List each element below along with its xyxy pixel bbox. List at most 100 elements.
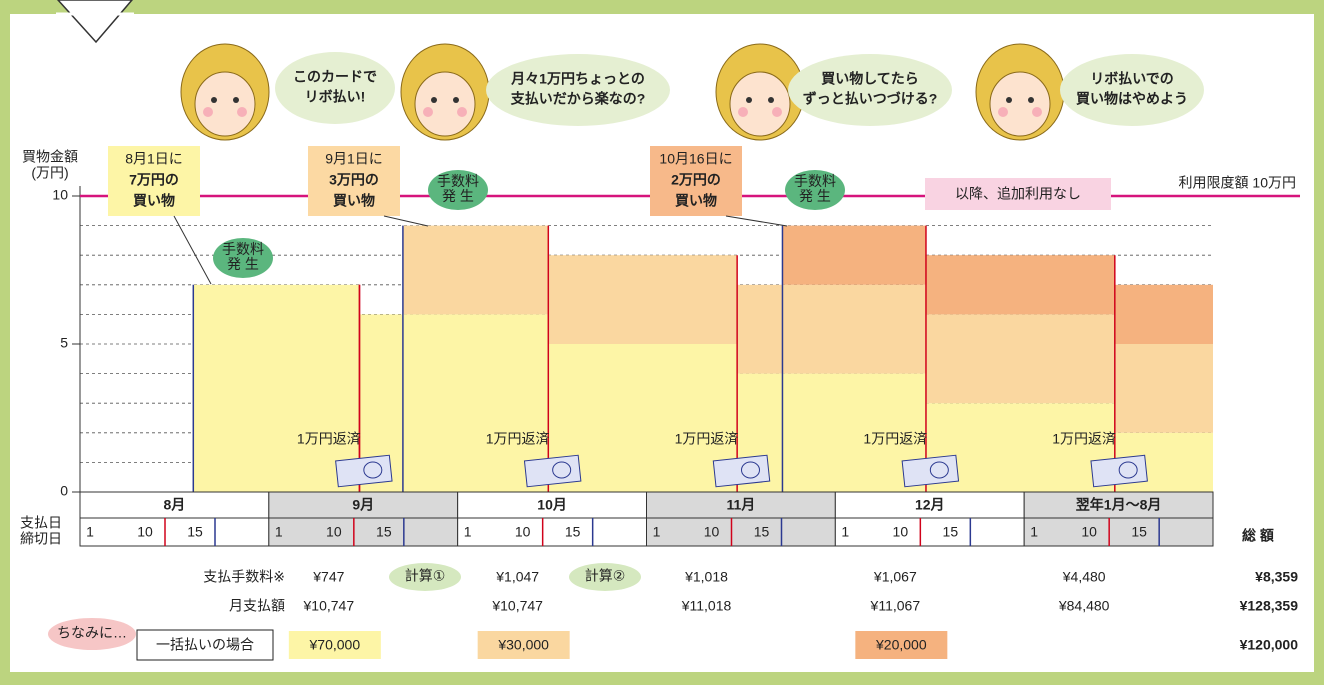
- day-cell: [1024, 518, 1213, 546]
- cheek: [203, 107, 213, 117]
- step-segment: [548, 255, 737, 344]
- fee-text: 発 生: [442, 188, 474, 204]
- month-label: 翌年1月〜8月: [1076, 497, 1162, 513]
- monthly-value: ¥10,747: [491, 598, 543, 614]
- fee-value: ¥1,047: [495, 569, 539, 585]
- speech-text: ずっと払いつづける?: [803, 91, 938, 107]
- fee-text: 手数料: [794, 173, 836, 189]
- eye: [746, 97, 752, 103]
- calc-label: 計算①: [405, 568, 446, 584]
- step-segment: [782, 226, 926, 285]
- month-label: 12月: [915, 497, 945, 513]
- payment-day-label: 支払日: [20, 515, 62, 531]
- purchase-text: 9月1日に: [325, 151, 383, 167]
- repayment-label: 1万円返済: [675, 431, 739, 447]
- cheek: [772, 107, 782, 117]
- cheek: [423, 107, 433, 117]
- cheek: [457, 107, 467, 117]
- day-label: 10: [704, 524, 720, 540]
- day-label: 15: [754, 524, 770, 540]
- lump-label: 一括払いの場合: [156, 637, 254, 653]
- eye: [768, 97, 774, 103]
- day-label: 1: [653, 524, 661, 540]
- eye: [211, 97, 217, 103]
- cheek: [237, 107, 247, 117]
- month-label: 9月: [352, 497, 374, 513]
- fee-label: 支払手数料※: [203, 569, 285, 585]
- purchase-text: 買い物: [133, 193, 175, 209]
- eye: [1006, 97, 1012, 103]
- purchase-text: 買い物: [333, 193, 375, 209]
- day-label: 1: [1030, 524, 1038, 540]
- speech-text: 買い物してたら: [821, 71, 919, 87]
- monthly-value: ¥11,018: [681, 598, 732, 614]
- monthly-label: 月支払額: [229, 598, 285, 614]
- speech-text: 支払いだから楽なの?: [510, 91, 646, 107]
- step-segment: [926, 255, 1115, 314]
- y-axis-label: 買物金額: [22, 149, 78, 165]
- month-label: 11月: [727, 497, 756, 513]
- fee-text: 手数料: [437, 173, 479, 189]
- fee-text: 手数料: [222, 241, 264, 257]
- day-label: 1: [275, 524, 283, 540]
- day-label: 15: [187, 524, 203, 540]
- month-label: 8月: [164, 497, 186, 513]
- day-label: 15: [943, 524, 959, 540]
- lump-total: ¥120,000: [1240, 637, 1299, 653]
- fee-value: ¥4,480: [1062, 569, 1106, 585]
- month-label: 10月: [537, 497, 567, 513]
- y-axis-label: (万円): [31, 165, 68, 181]
- no-more-label: 以降、追加利用なし: [955, 186, 1081, 202]
- day-label: 1: [86, 524, 94, 540]
- day-cell: [269, 518, 458, 546]
- step-segment: [737, 285, 782, 374]
- purchase-text: 10月16日に: [659, 151, 732, 167]
- repayment-label: 1万円返済: [486, 431, 550, 447]
- lump-value: ¥20,000: [875, 637, 927, 653]
- y-tick-label: 10: [52, 187, 68, 203]
- repayment-label: 1万円返済: [297, 431, 361, 447]
- purchase-text: 7万円の: [129, 172, 179, 188]
- total-header: 総 額: [1242, 528, 1274, 544]
- day-label: 10: [137, 524, 153, 540]
- day-cell: [835, 518, 1024, 546]
- eye: [453, 97, 459, 103]
- step-segment: [782, 285, 926, 374]
- day-cell: [80, 518, 269, 546]
- face: [730, 72, 790, 136]
- day-label: 10: [1081, 524, 1097, 540]
- y-tick-label: 5: [60, 335, 68, 351]
- repayment-label: 1万円返済: [863, 431, 927, 447]
- monthly-value: ¥11,067: [870, 598, 921, 614]
- step-segment: [1115, 285, 1213, 344]
- face: [195, 72, 255, 136]
- fee-text: 発 生: [227, 256, 259, 272]
- fee-value: ¥747: [312, 569, 344, 585]
- cheek: [738, 107, 748, 117]
- monthly-total: ¥128,359: [1240, 598, 1299, 614]
- speech-text: リボ払いでの: [1090, 71, 1174, 87]
- purchase-text: 買い物: [675, 193, 717, 209]
- y-tick-label: 0: [60, 483, 68, 499]
- face: [415, 72, 475, 136]
- fee-total: ¥8,359: [1255, 569, 1298, 585]
- lump-value: ¥70,000: [309, 637, 361, 653]
- step-segment: [1115, 344, 1213, 433]
- lump-value: ¥30,000: [497, 637, 549, 653]
- day-label: 15: [1131, 524, 1147, 540]
- cheek: [998, 107, 1008, 117]
- infographic: このカードでリボ払い!月々1万円ちょっとの支払いだから楽なの?買い物してたらずっ…: [0, 0, 1324, 685]
- speech-text: 買い物はやめよう: [1076, 91, 1188, 107]
- face: [990, 72, 1050, 136]
- repayment-label: 1万円返済: [1052, 431, 1116, 447]
- day-label: 1: [464, 524, 472, 540]
- fee-value: ¥1,067: [873, 569, 917, 585]
- speech-text: リボ払い!: [305, 89, 366, 105]
- purchase-text: 8月1日に: [125, 151, 183, 167]
- closing-day-label: 締切日: [20, 531, 62, 547]
- fee-value: ¥1,018: [684, 569, 728, 585]
- eye: [431, 97, 437, 103]
- day-label: 10: [515, 524, 531, 540]
- day-cell: [458, 518, 647, 546]
- purchase-text: 2万円の: [671, 172, 721, 188]
